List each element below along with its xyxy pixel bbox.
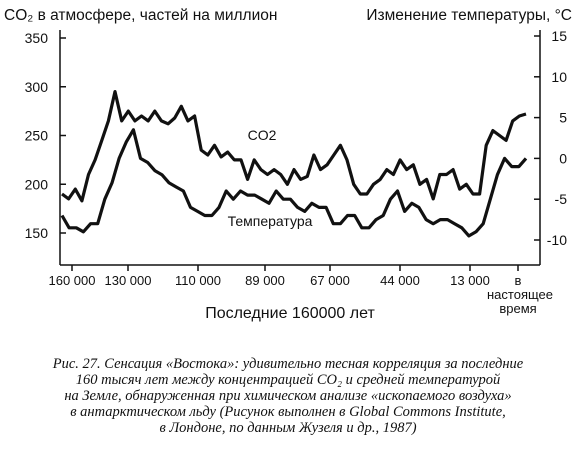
caption-line: 160 тысяч лет между концентрацией CO₂ и … — [75, 372, 501, 388]
caption-line: в Лондоне, по данным Жузеля и др., 1987) — [159, 420, 417, 436]
y2-tick-label: 5 — [559, 110, 567, 126]
y2-tick-label: -5 — [555, 191, 568, 207]
x-tick-label: в настоящее время — [487, 273, 553, 316]
x-tick-label: 13 000 — [450, 273, 490, 288]
chart: CO₂ в атмосфере, частей на миллион Измен… — [4, 7, 572, 322]
y-tick-label: 300 — [25, 79, 49, 95]
series-label: CO2 — [248, 127, 277, 143]
left-axis-title: CO₂ в атмосфере, частей на миллион — [4, 7, 277, 24]
x-tick-label: 89 000 — [245, 273, 285, 288]
y2-tick-label: -10 — [547, 232, 567, 248]
y2-tick-label: 15 — [551, 28, 567, 44]
caption: Рис. 27. Сенсация «Востока»: удивительно… — [0, 356, 576, 436]
y2-tick-label: 10 — [551, 69, 567, 85]
caption-line: в антарктическом льду (Рисунок выполнен … — [70, 404, 506, 420]
caption-line: на Земле, обнаруженная при химическом ан… — [64, 388, 512, 404]
caption-line: Рис. 27. Сенсация «Востока»: удивительно… — [52, 356, 524, 372]
series-line — [61, 90, 527, 203]
x-axis-title: Последние 160000 лет — [205, 305, 375, 322]
series-line — [60, 128, 528, 238]
series-label: Температура — [228, 213, 313, 229]
y2-tick-label: 0 — [559, 150, 567, 166]
y-tick-label: 200 — [25, 176, 49, 192]
x-tick-label: 67 000 — [310, 273, 350, 288]
x-tick-label: 160 000 — [48, 273, 96, 288]
x-tick-label: 130 000 — [104, 273, 152, 288]
right-axis-title: Изменение температуры, °С — [366, 7, 572, 24]
y-tick-label: 350 — [25, 30, 49, 46]
x-tick-label: 110 000 — [174, 273, 222, 288]
y-tick-label: 250 — [25, 128, 49, 144]
y-tick-label: 150 — [25, 225, 49, 241]
x-tick-label: 44 000 — [380, 273, 420, 288]
